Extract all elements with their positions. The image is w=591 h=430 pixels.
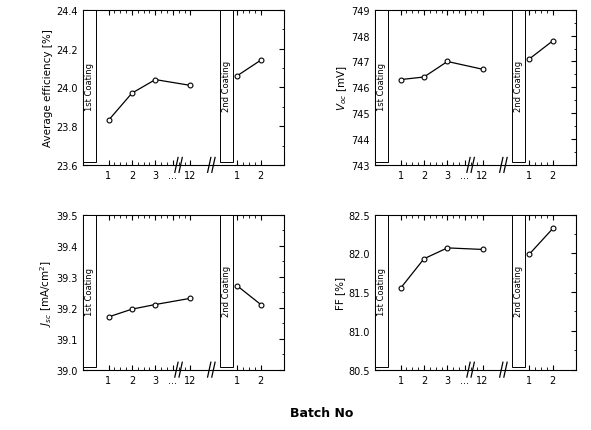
Text: 2nd Coating: 2nd Coating: [222, 265, 230, 316]
Text: 1st Coating: 1st Coating: [377, 267, 386, 315]
Text: 2nd Coating: 2nd Coating: [222, 61, 230, 112]
Bar: [220, 215, 233, 367]
Text: 1st Coating: 1st Coating: [85, 63, 94, 111]
Text: 1st Coating: 1st Coating: [85, 267, 94, 315]
Text: Batch No: Batch No: [290, 406, 354, 419]
Bar: [512, 11, 525, 163]
Bar: [375, 215, 388, 367]
Y-axis label: Average efficiency [%]: Average efficiency [%]: [44, 29, 53, 147]
Y-axis label: $V_{oc}$ [mV]: $V_{oc}$ [mV]: [335, 65, 349, 111]
Y-axis label: FF [%]: FF [%]: [336, 276, 346, 309]
Bar: [83, 215, 96, 367]
Text: 2nd Coating: 2nd Coating: [514, 61, 523, 112]
Bar: [220, 11, 233, 163]
Bar: [375, 11, 388, 163]
Text: 1st Coating: 1st Coating: [377, 63, 386, 111]
Text: 2nd Coating: 2nd Coating: [514, 265, 523, 316]
Y-axis label: $J_{sc}$ [mA/cm$^2$]: $J_{sc}$ [mA/cm$^2$]: [38, 259, 54, 326]
Bar: [83, 11, 96, 163]
Bar: [512, 215, 525, 367]
